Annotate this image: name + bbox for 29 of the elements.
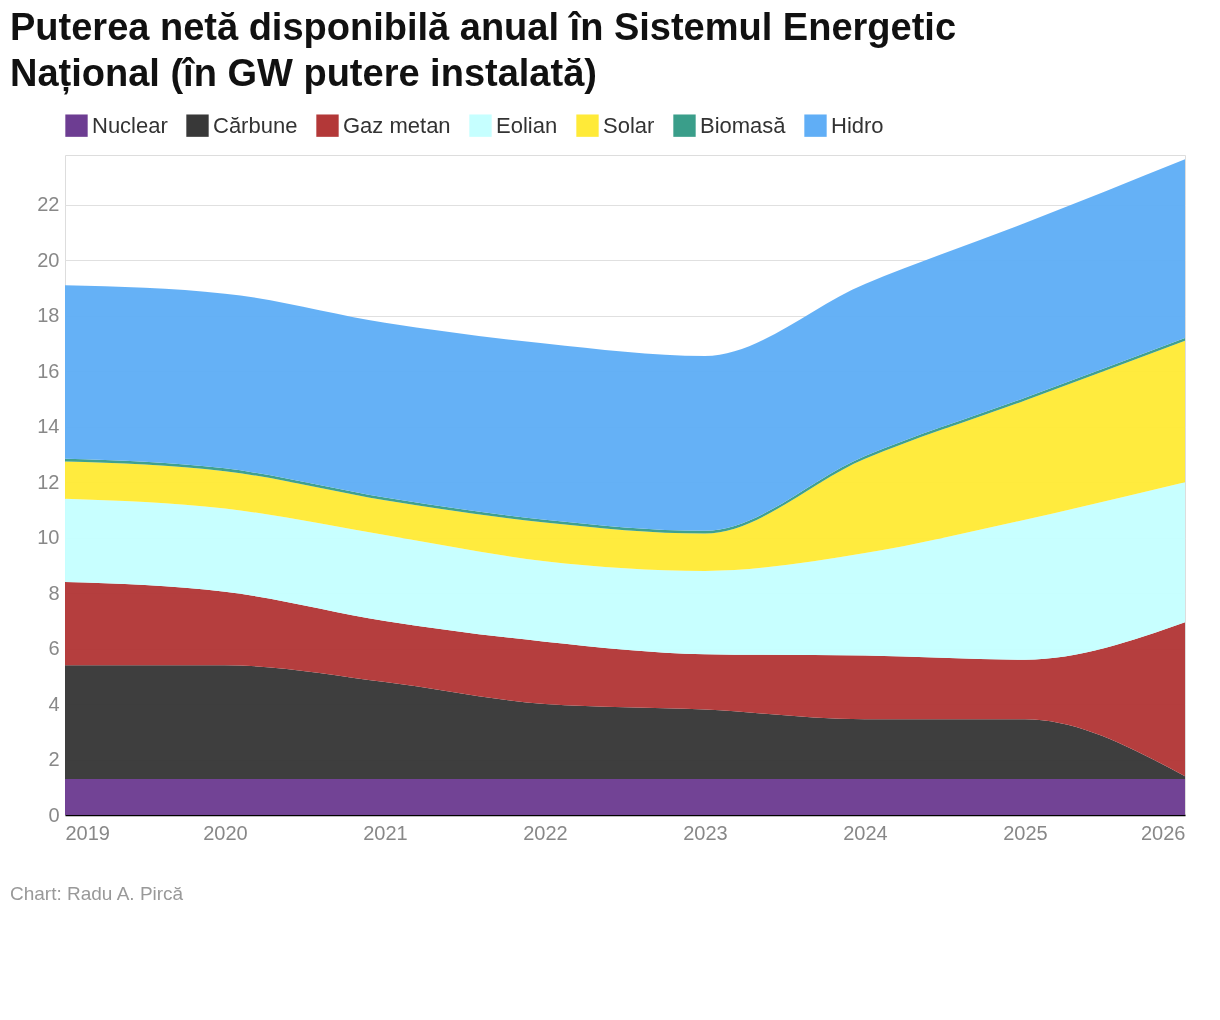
y-tick-label: 8 <box>48 581 60 604</box>
legend-label: Biomasă <box>700 112 787 138</box>
legend-label: Gaz metan <box>343 112 451 138</box>
chart-title: Puterea netă disponibilă anual în Sistemul Energetic Național (în GW putere instalată) <box>10 6 957 95</box>
y-tick-label: 14 <box>37 415 60 438</box>
x-tick-label: 2021 <box>363 821 408 844</box>
y-tick-label: 18 <box>37 304 60 327</box>
y-tick-label: 16 <box>37 359 60 382</box>
y-tick-label: 6 <box>48 637 60 660</box>
x-tick-label: 2023 <box>683 821 728 844</box>
y-tick-label: 20 <box>37 248 60 271</box>
x-tick-label: 2022 <box>523 821 568 844</box>
legend-label: Solar <box>603 112 655 138</box>
x-tick-label: 2024 <box>843 821 888 844</box>
legend-label: Cărbune <box>213 112 298 138</box>
y-tick-label: 10 <box>37 526 60 549</box>
x-tick-label: 2020 <box>203 821 248 844</box>
legend-label: Nuclear <box>92 112 168 138</box>
x-tick-label: 2025 <box>1003 821 1048 844</box>
y-tick-label: 22 <box>37 193 60 216</box>
legend-label: Hidro <box>831 112 884 138</box>
y-tick-label: 0 <box>48 803 60 826</box>
y-tick-label: 2 <box>48 748 60 771</box>
y-tick-label: 4 <box>48 692 60 715</box>
x-tick-label: 2019 <box>65 821 110 844</box>
x-tick-label: 2026 <box>1141 821 1186 844</box>
y-tick-label: 12 <box>37 470 60 493</box>
text: Chart: Radu A. Pircă <box>10 883 184 904</box>
legend-label: Eolian <box>496 112 558 138</box>
